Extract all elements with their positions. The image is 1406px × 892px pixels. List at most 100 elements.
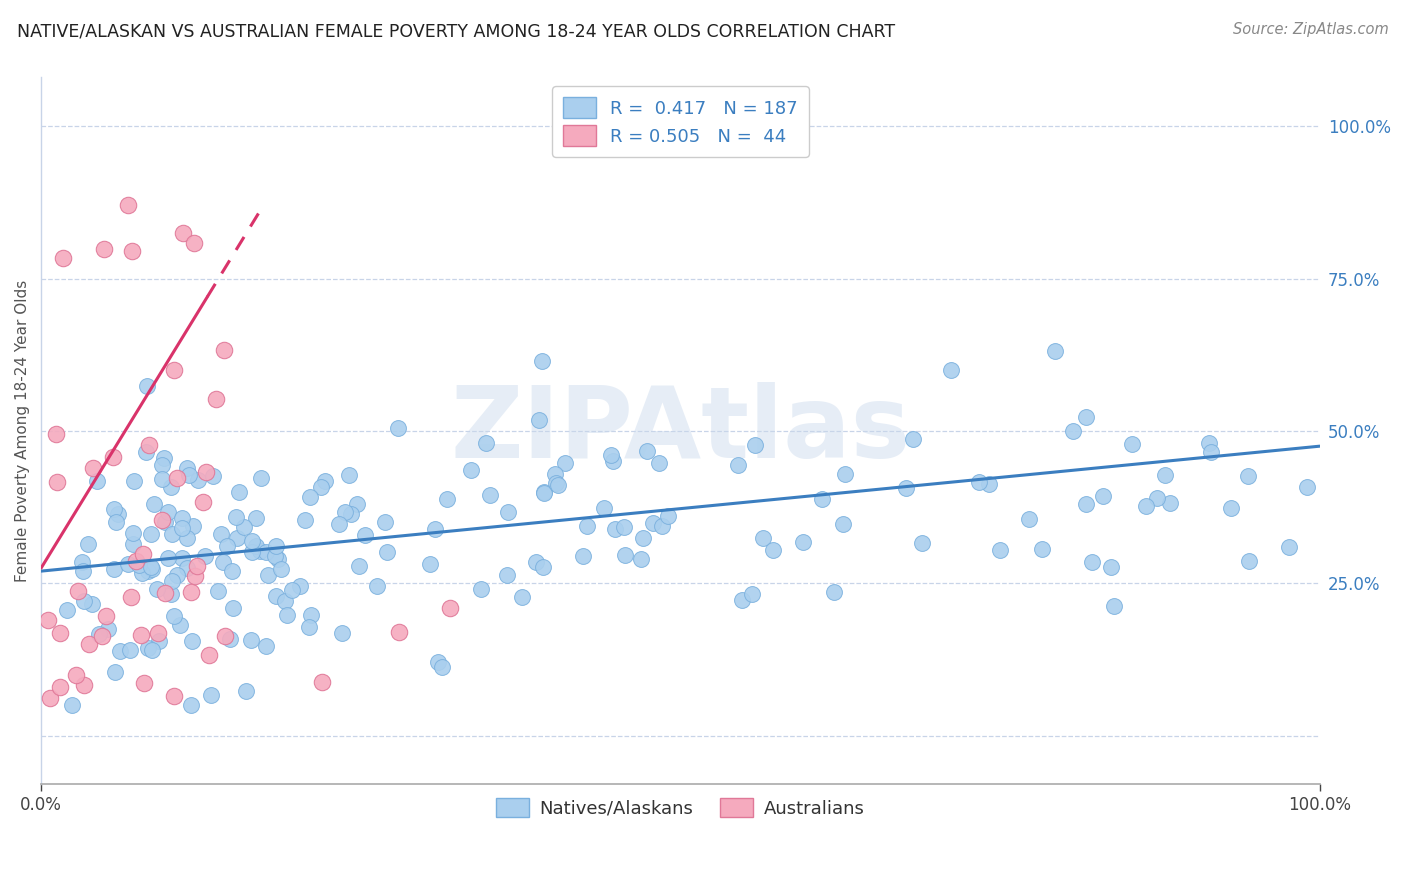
- Point: [1076, 410, 1098, 425]
- Point: [979, 476, 1001, 491]
- Point: [166, 471, 188, 485]
- Point: [215, 539, 238, 553]
- Point: [97, 623, 120, 637]
- Point: [439, 600, 461, 615]
- Point: [346, 497, 368, 511]
- Point: [651, 519, 673, 533]
- Point: [1198, 435, 1220, 450]
- Point: [93, 243, 115, 257]
- Point: [183, 236, 205, 251]
- Point: [125, 554, 148, 568]
- Point: [153, 450, 176, 465]
- Point: [264, 549, 287, 563]
- Point: [108, 644, 131, 658]
- Point: [1031, 542, 1053, 557]
- Point: [967, 475, 990, 490]
- Point: [226, 531, 249, 545]
- Point: [257, 567, 280, 582]
- Point: [135, 445, 157, 459]
- Point: [294, 513, 316, 527]
- Point: [176, 560, 198, 574]
- Point: [82, 461, 104, 475]
- Point: [120, 642, 142, 657]
- Point: [495, 567, 517, 582]
- Point: [150, 513, 173, 527]
- Point: [245, 511, 267, 525]
- Point: [143, 498, 166, 512]
- Point: [834, 467, 856, 481]
- Point: [212, 555, 235, 569]
- Point: [792, 534, 814, 549]
- Point: [811, 492, 834, 507]
- Point: [299, 490, 322, 504]
- Point: [281, 583, 304, 598]
- Point: [148, 634, 170, 648]
- Point: [80, 597, 103, 611]
- Point: [1102, 599, 1125, 613]
- Point: [122, 536, 145, 550]
- Point: [436, 491, 458, 506]
- Point: [1043, 344, 1066, 359]
- Point: [107, 507, 129, 521]
- Point: [1121, 437, 1143, 451]
- Point: [337, 468, 360, 483]
- Point: [136, 641, 159, 656]
- Point: [1237, 554, 1260, 568]
- Point: [65, 668, 87, 682]
- Point: [823, 585, 845, 599]
- Point: [131, 628, 153, 642]
- Point: [419, 557, 441, 571]
- Point: [157, 505, 180, 519]
- Point: [148, 625, 170, 640]
- Point: [613, 548, 636, 562]
- Point: [150, 472, 173, 486]
- Point: [232, 520, 254, 534]
- Point: [1018, 512, 1040, 526]
- Point: [156, 551, 179, 566]
- Point: [122, 525, 145, 540]
- Point: [264, 589, 287, 603]
- Point: [222, 600, 245, 615]
- Point: [117, 198, 139, 212]
- Point: [641, 516, 664, 530]
- Point: [744, 437, 766, 451]
- Point: [169, 617, 191, 632]
- Point: [276, 608, 298, 623]
- Point: [630, 552, 652, 566]
- Point: [172, 511, 194, 525]
- Point: [170, 520, 193, 534]
- Point: [572, 549, 595, 563]
- Point: [328, 516, 350, 531]
- Point: [430, 660, 453, 674]
- Point: [117, 557, 139, 571]
- Point: [1135, 499, 1157, 513]
- Point: [136, 379, 159, 393]
- Point: [39, 690, 62, 705]
- Point: [77, 536, 100, 550]
- Point: [1146, 491, 1168, 505]
- Text: Source: ZipAtlas.com: Source: ZipAtlas.com: [1233, 22, 1389, 37]
- Point: [103, 450, 125, 464]
- Point: [299, 608, 322, 623]
- Point: [264, 539, 287, 553]
- Point: [132, 547, 155, 561]
- Point: [1062, 425, 1084, 439]
- Point: [45, 475, 67, 489]
- Point: [121, 244, 143, 258]
- Point: [270, 562, 292, 576]
- Point: [180, 633, 202, 648]
- Point: [170, 551, 193, 566]
- Point: [1154, 467, 1177, 482]
- Point: [333, 505, 356, 519]
- Point: [1091, 489, 1114, 503]
- Point: [751, 531, 773, 545]
- Point: [180, 698, 202, 713]
- Point: [90, 628, 112, 642]
- Point: [547, 478, 569, 492]
- Point: [209, 527, 232, 541]
- Point: [172, 226, 194, 240]
- Point: [1278, 540, 1301, 554]
- Point: [531, 560, 554, 574]
- Point: [128, 558, 150, 573]
- Point: [330, 626, 353, 640]
